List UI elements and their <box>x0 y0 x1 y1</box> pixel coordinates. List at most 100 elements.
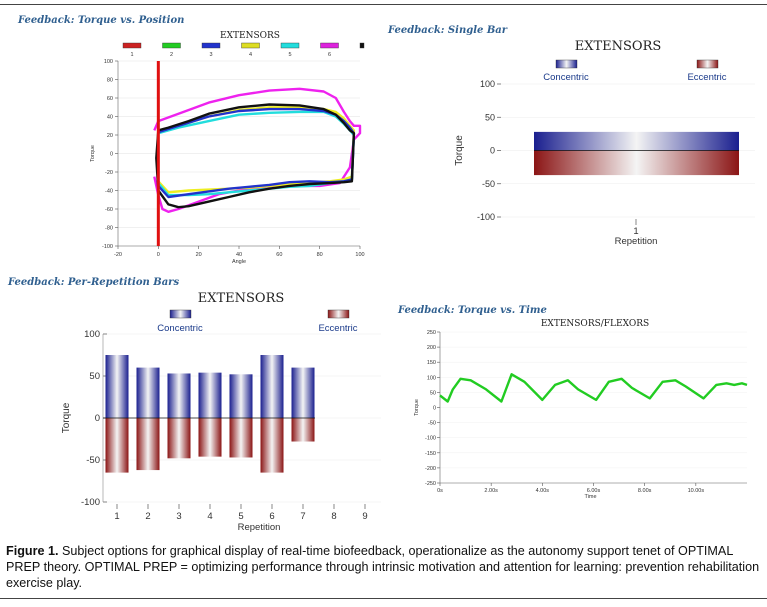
bar-concentric-1 <box>105 355 129 418</box>
xtick-label-c: 5 <box>238 511 243 522</box>
ytick-label-a: 80 <box>107 78 113 84</box>
ytick-label-a: 40 <box>107 115 113 121</box>
legend-swatch-a <box>280 42 300 49</box>
ytick-label-b: -100 <box>477 212 495 222</box>
legend-swatch-eccentric-c <box>327 309 350 319</box>
ylabel-c: Torque <box>61 402 72 433</box>
ytick-label-a: -80 <box>105 226 113 232</box>
bar-eccentric-7 <box>291 418 315 442</box>
xtick-label-d: 10.00s <box>688 488 705 494</box>
ytick-label-a: -40 <box>105 189 113 195</box>
bar-concentric-3 <box>167 373 191 418</box>
ytick-label-d: 200 <box>427 345 436 351</box>
ytick-label-a: -20 <box>105 170 113 176</box>
ytick-label-a: 20 <box>107 133 113 139</box>
legend-swatch-a <box>122 42 142 49</box>
chart-title-a: EXTENSORS <box>220 31 280 41</box>
xtick-label-b: 1 <box>633 226 638 237</box>
ytick-label-d: -250 <box>425 481 436 487</box>
xtick-label-d: 0s <box>437 488 443 494</box>
xtick-label-d: 2.00s <box>484 488 498 494</box>
xlabel-c: Repetition <box>238 522 281 533</box>
bar-eccentric-1 <box>534 150 739 176</box>
legend-swatch-a <box>162 42 181 49</box>
bar-eccentric-1 <box>105 418 129 473</box>
xtick-label-d: 4.00s <box>536 488 550 494</box>
xtick-label-a: 0 <box>157 252 160 258</box>
ytick-label-a: -60 <box>105 207 113 213</box>
legend-swatch-concentric-c <box>169 309 192 319</box>
ytick-label-a: 0 <box>110 152 113 158</box>
chart-title-b: EXTENSORS <box>575 39 662 54</box>
xtick-label-a: 80 <box>317 252 323 258</box>
bar-concentric-5 <box>229 374 253 418</box>
legend-swatch-eccentric-b <box>696 59 719 69</box>
xtick-label-c: 6 <box>269 511 274 522</box>
bottom-rule <box>0 598 767 599</box>
xtick-label-a: 40 <box>236 252 242 258</box>
bar-eccentric-4 <box>198 418 222 457</box>
caption-label: Figure 1. <box>6 544 59 558</box>
legend-label-eccentric-c: Eccentric <box>318 323 357 334</box>
figure-caption: Figure 1. Subject options for graphical … <box>6 543 762 591</box>
bar-eccentric-2 <box>136 418 160 471</box>
xtick-label-c: 7 <box>300 511 305 522</box>
ytick-label-b: -50 <box>482 179 495 189</box>
xtick-label-a: 100 <box>355 252 364 258</box>
ylabel-d: Torque <box>414 399 420 416</box>
bar-concentric-4 <box>198 372 222 418</box>
bar-concentric-1 <box>534 131 739 151</box>
legend-label-a: 6 <box>328 52 331 58</box>
caption-text: Subject options for graphical display of… <box>6 544 760 590</box>
ytick-label-b: 0 <box>490 146 495 156</box>
legend-swatch-a <box>241 42 260 49</box>
ylabel-b: Torque <box>454 135 465 166</box>
xtick-label-c: 2 <box>145 511 150 522</box>
ylabel-a: Torque <box>90 145 96 162</box>
chart-title-d: EXTENSORS/FLEXORS <box>541 319 649 329</box>
ytick-label-d: 250 <box>427 330 436 336</box>
ytick-label-c: -100 <box>81 497 100 508</box>
xtick-label-c: 9 <box>362 511 367 522</box>
ytick-label-c: 0 <box>95 413 100 424</box>
panel-title-single-bar: Feedback: Single Bar <box>388 25 508 36</box>
bar-eccentric-5 <box>229 418 253 458</box>
xlabel-d: Time <box>584 494 596 500</box>
ytick-label-d: -50 <box>428 421 436 427</box>
ytick-label-c: -50 <box>86 455 100 466</box>
ytick-label-d: 150 <box>427 360 436 366</box>
ytick-label-d: -100 <box>425 436 436 442</box>
xtick-label-c: 8 <box>331 511 336 522</box>
xlabel-b: Repetition <box>615 236 658 247</box>
ytick-label-d: 0 <box>433 406 436 412</box>
xtick-label-d: 6.00s <box>587 488 601 494</box>
chart-title-c: EXTENSORS <box>198 291 285 306</box>
xtick-label-c: 4 <box>207 511 212 522</box>
top-rule <box>0 4 767 5</box>
ytick-label-d: 50 <box>430 390 436 396</box>
legend-label-a: 4 <box>249 52 252 58</box>
xtick-label-d: 8.00s <box>638 488 652 494</box>
panel-title-per-repetition: Feedback: Per-Repetition Bars <box>8 277 180 288</box>
ytick-label-a: 100 <box>104 59 113 65</box>
xtick-label-c: 3 <box>176 511 181 522</box>
ytick-label-d: -150 <box>425 451 436 457</box>
ytick-label-a: 60 <box>107 96 113 102</box>
bar-eccentric-6 <box>260 418 284 473</box>
xlabel-a: Angle <box>232 259 246 265</box>
bar-concentric-6 <box>260 355 284 418</box>
bar-eccentric-3 <box>167 418 191 459</box>
bar-concentric-7 <box>291 367 315 418</box>
ytick-label-d: 100 <box>427 375 436 381</box>
legend-swatch-concentric-b <box>555 59 578 69</box>
xtick-label-c: 1 <box>114 511 119 522</box>
legend-label-a: 1 <box>130 52 133 58</box>
ytick-label-b: 100 <box>480 79 495 89</box>
legend-swatch-a <box>320 42 339 49</box>
xtick-label-a: -20 <box>114 252 122 258</box>
ytick-label-b: 50 <box>485 112 495 122</box>
panel-title-torque-position: Feedback: Torque vs. Position <box>18 15 185 26</box>
legend-swatch-a <box>201 42 221 49</box>
series-line-4 <box>157 106 356 194</box>
